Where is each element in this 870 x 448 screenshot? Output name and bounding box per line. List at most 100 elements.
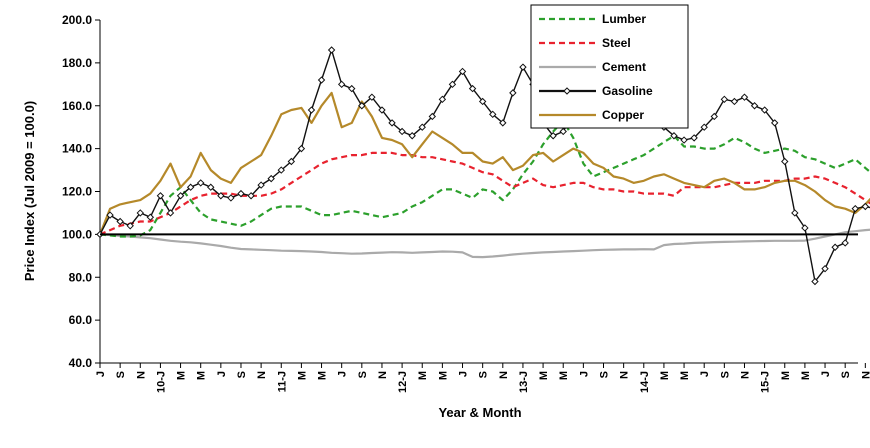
series-point-gasoline — [428, 112, 437, 121]
x-tick-label: 15-J — [760, 371, 772, 393]
series-line-gasoline — [99, 49, 870, 283]
series-point-gasoline — [841, 239, 849, 247]
x-tick-label: 13-J — [518, 371, 530, 393]
x-tick-label: S — [236, 371, 248, 378]
x-tick-label: 10-J — [155, 371, 167, 393]
series-point-gasoline — [186, 183, 195, 191]
x-tick-label: J — [95, 371, 107, 377]
x-tick-label: S — [719, 371, 731, 378]
series-point-gasoline — [337, 80, 346, 89]
x-axis-title: Year & Month — [438, 405, 521, 420]
x-axis-ticks: J S N 10-J M M J S N 11-J M M J S N 12-J M M J S N 13-J M M J S N 1… — [95, 363, 870, 393]
series-line-lumber — [99, 119, 870, 238]
legend-label-cement: Cement — [602, 60, 646, 74]
series-point-gasoline — [116, 217, 124, 226]
series-point-gasoline — [217, 192, 225, 200]
x-tick-label: M — [317, 371, 329, 380]
x-tick-label: S — [599, 371, 611, 378]
series-point-gasoline — [851, 204, 859, 213]
series-point-gasoline — [720, 95, 729, 104]
series-point-gasoline — [499, 119, 507, 127]
x-tick-label: M — [196, 371, 208, 380]
series-point-gasoline — [297, 144, 306, 153]
series-point-gasoline — [126, 222, 134, 230]
x-tick-label: N — [498, 371, 510, 379]
x-tick-label: M — [538, 371, 550, 380]
series-point-gasoline — [821, 264, 829, 273]
x-tick-label: N — [256, 371, 268, 379]
series-point-gasoline — [388, 119, 396, 127]
series-line-copper — [98, 91, 870, 235]
series-point-gasoline — [730, 97, 739, 106]
y-tick-label: 140.0 — [62, 142, 92, 156]
x-tick-label: J — [216, 371, 228, 377]
x-tick-label: M — [659, 371, 671, 380]
y-tick-label: 180.0 — [62, 56, 92, 70]
series-point-gasoline — [408, 132, 416, 140]
series-point-gasoline — [478, 97, 487, 106]
series-point-gasoline — [378, 106, 386, 114]
series-point-gasoline — [327, 46, 336, 54]
series-point-gasoline — [368, 93, 376, 101]
series-point-gasoline — [750, 102, 759, 110]
x-tick-label: M — [176, 371, 188, 380]
x-tick-label: N — [619, 371, 631, 379]
x-tick-label: J — [337, 371, 349, 377]
x-tick-label: 11-J — [276, 371, 288, 392]
series-point-gasoline — [287, 157, 296, 166]
x-tick-label: S — [840, 371, 852, 378]
series-point-gasoline — [156, 192, 165, 200]
y-tick-label: 120.0 — [62, 185, 92, 199]
y-tick-label: 60.0 — [69, 313, 93, 327]
x-tick-label: J — [458, 371, 470, 377]
series-point-gasoline — [257, 181, 265, 189]
series-point-gasoline — [438, 95, 447, 104]
series-point-gasoline — [781, 157, 789, 166]
series-point-gasoline — [710, 112, 718, 121]
x-tick-label: S — [478, 371, 490, 378]
series-point-gasoline — [811, 277, 819, 286]
y-tick-label: 200.0 — [62, 13, 92, 27]
series-point-gasoline — [690, 134, 698, 142]
series-point-gasoline — [700, 123, 708, 131]
series-point-gasoline — [760, 106, 769, 114]
x-tick-label: N — [135, 371, 147, 379]
x-tick-label: S — [357, 371, 369, 378]
series-point-gasoline — [227, 194, 235, 202]
series-point-gasoline — [207, 183, 215, 191]
series-point-gasoline — [106, 211, 114, 219]
y-tick-label: 100.0 — [62, 227, 92, 241]
legend-label-steel: Steel — [602, 36, 631, 50]
series-point-gasoline — [458, 67, 467, 76]
x-tick-label: N — [377, 371, 389, 379]
series-point-gasoline — [791, 209, 799, 217]
x-tick-label: N — [860, 371, 870, 379]
series-point-gasoline — [307, 106, 316, 114]
series-point-gasoline — [166, 209, 175, 217]
series-point-gasoline — [559, 127, 567, 136]
series-point-gasoline — [136, 209, 144, 217]
x-tick-label: M — [296, 371, 308, 380]
legend: Lumber Steel Cement Gasoline Copper — [530, 4, 689, 129]
series-point-gasoline — [509, 89, 517, 97]
series-point-gasoline — [670, 132, 678, 140]
series-point-gasoline — [247, 192, 255, 200]
series-point-gasoline — [740, 93, 749, 101]
series-point-gasoline — [831, 243, 839, 251]
x-tick-label: M — [780, 371, 792, 380]
legend-marker-gasoline — [563, 87, 571, 95]
y-tick-label: 80.0 — [69, 270, 93, 284]
series-point-gasoline — [519, 63, 527, 71]
x-tick-label: M — [437, 371, 449, 380]
legend-label-gasoline: Gasoline — [602, 84, 653, 98]
series-line-steel — [99, 151, 870, 236]
series-point-gasoline — [317, 76, 326, 84]
series-point-gasoline — [770, 119, 779, 127]
x-tick-label: 12-J — [397, 371, 409, 393]
y-tick-label: 40.0 — [69, 356, 93, 370]
series-point-gasoline — [418, 123, 426, 131]
x-tick-label: M — [417, 371, 429, 380]
x-tick-label: 14-J — [639, 371, 651, 393]
series-point-gasoline — [398, 127, 406, 136]
